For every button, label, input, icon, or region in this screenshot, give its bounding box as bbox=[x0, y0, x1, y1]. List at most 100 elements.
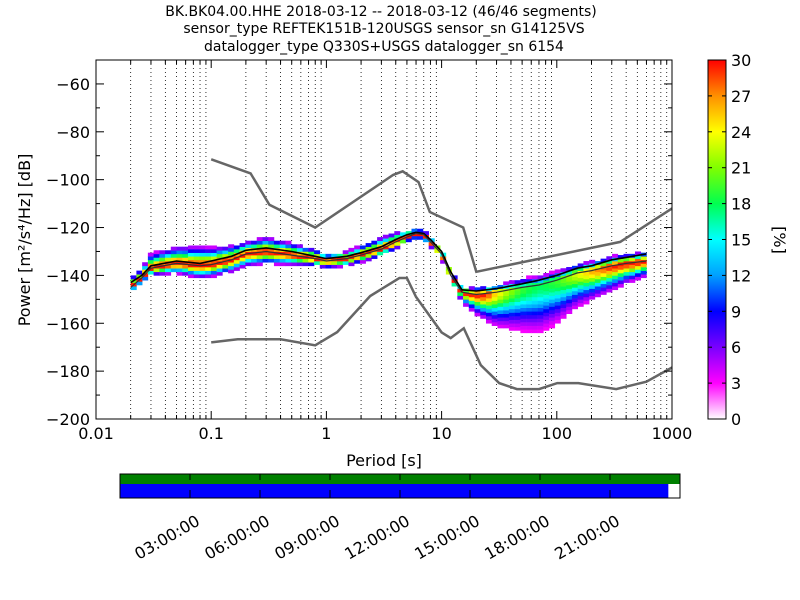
heatmap-cell bbox=[279, 258, 286, 263]
heatmap-cell bbox=[474, 294, 481, 299]
heatmap-cell bbox=[577, 281, 584, 286]
heatmap-cell bbox=[543, 280, 550, 285]
heatmap-cell bbox=[394, 238, 401, 243]
heatmap-cell bbox=[205, 267, 212, 271]
heatmap-cell bbox=[182, 253, 189, 258]
heatmap-cell bbox=[199, 256, 206, 261]
heatmap-cell bbox=[468, 293, 475, 298]
heatmap-cell bbox=[543, 305, 550, 310]
heatmap-cell bbox=[463, 299, 470, 304]
heatmap-cell bbox=[497, 324, 504, 329]
time-tick-label: 03:00:00 bbox=[131, 511, 203, 563]
heatmap-cell bbox=[400, 232, 407, 237]
heatmap-cell bbox=[308, 258, 315, 263]
heatmap-cell bbox=[245, 255, 252, 259]
heatmap-cell bbox=[560, 304, 567, 309]
heatmap-cell bbox=[583, 282, 590, 287]
heatmap-cell bbox=[566, 306, 573, 311]
colorbar-tick-label: 6 bbox=[731, 338, 741, 357]
heatmap-cell bbox=[600, 280, 607, 285]
heatmap-cell bbox=[612, 261, 619, 265]
heatmap-cell bbox=[463, 292, 470, 297]
heatmap-cell bbox=[566, 284, 573, 289]
heatmap-cell bbox=[165, 271, 172, 276]
heatmap-cell bbox=[256, 262, 263, 267]
heatmap-cell bbox=[136, 281, 143, 286]
heatmap-cell bbox=[606, 259, 613, 264]
heatmap-cell bbox=[285, 240, 292, 245]
heatmap-cell bbox=[583, 296, 590, 301]
heatmap-cell bbox=[571, 290, 578, 295]
heatmap-cell bbox=[600, 283, 607, 288]
heatmap-cell bbox=[537, 275, 544, 280]
heatmap-cell bbox=[491, 300, 498, 305]
heatmap-cell bbox=[474, 305, 481, 310]
heatmap-cell bbox=[176, 268, 183, 273]
heatmap-cell bbox=[571, 276, 578, 281]
heatmap-cell bbox=[526, 329, 533, 334]
heatmap-cell bbox=[485, 301, 493, 306]
heatmap-cell bbox=[560, 311, 567, 316]
heatmap-cell bbox=[554, 308, 561, 313]
heatmap-cell bbox=[600, 262, 607, 267]
heatmap-cell bbox=[216, 264, 223, 269]
heatmap-cell bbox=[474, 312, 481, 317]
x-axis-label: Period [s] bbox=[346, 451, 422, 470]
heatmap-cell bbox=[176, 271, 183, 276]
heatmap-cell bbox=[617, 265, 624, 270]
heatmap-cell bbox=[514, 290, 521, 295]
heatmap-cell bbox=[514, 280, 521, 285]
heatmap-cell bbox=[549, 324, 556, 329]
heatmap-cell bbox=[503, 313, 510, 318]
heatmap-cell bbox=[273, 262, 280, 267]
heatmap-cell bbox=[594, 261, 601, 265]
heatmap-cell bbox=[520, 296, 527, 301]
heatmap-cell bbox=[222, 268, 229, 273]
heatmap-cell bbox=[514, 326, 521, 331]
heatmap-cell bbox=[497, 299, 504, 304]
heatmap-cell bbox=[508, 326, 515, 331]
heatmap-cell bbox=[612, 253, 619, 258]
heatmap-cell bbox=[537, 311, 544, 316]
time-tick-label: 06:00:00 bbox=[201, 511, 273, 563]
heatmap-cell bbox=[485, 319, 493, 324]
heatmap-cell bbox=[594, 286, 601, 291]
heatmap-cell bbox=[549, 320, 556, 325]
heatmap-cell bbox=[606, 267, 613, 271]
heatmap-cell bbox=[600, 273, 607, 277]
heatmap-cell bbox=[302, 262, 309, 267]
heatmap-cell bbox=[308, 247, 315, 252]
heatmap-cell bbox=[623, 264, 630, 269]
heatmap-cell bbox=[571, 280, 578, 285]
heatmap-cell bbox=[577, 299, 584, 304]
heatmap-cell bbox=[491, 307, 498, 312]
heatmap-cell bbox=[554, 287, 561, 292]
heatmap-cell bbox=[508, 319, 515, 324]
heatmap-cell bbox=[606, 277, 613, 282]
heatmap-cell bbox=[526, 304, 533, 309]
heatmap-cell bbox=[503, 295, 510, 300]
heatmap-cell bbox=[497, 320, 504, 325]
heatmap-cell bbox=[377, 237, 384, 241]
heatmap-cell bbox=[165, 264, 172, 269]
heatmap-cell bbox=[308, 262, 315, 267]
colorbar-tick-label: 12 bbox=[731, 266, 751, 285]
heatmap-cell bbox=[503, 317, 510, 322]
heatmap-cell bbox=[583, 293, 590, 298]
heatmap-cell bbox=[354, 256, 361, 261]
heatmap-cell bbox=[205, 245, 212, 250]
heatmap-cell bbox=[612, 264, 619, 269]
y-tick-label: −60 bbox=[56, 75, 90, 94]
heatmap-cell bbox=[176, 264, 183, 269]
heatmap-cell bbox=[612, 286, 619, 291]
heatmap-cell bbox=[262, 251, 269, 256]
heatmap-cell bbox=[147, 270, 154, 275]
psd-coverage-band bbox=[120, 484, 669, 498]
heatmap-cell bbox=[291, 262, 298, 267]
heatmap-cell bbox=[566, 270, 573, 275]
heatmap-cell bbox=[520, 300, 527, 305]
heatmap-cell bbox=[531, 318, 538, 323]
heatmap-cell bbox=[457, 295, 464, 300]
heatmap-cell bbox=[199, 274, 206, 279]
plot-area: 0.01 0.1 1 10 100 1000 −200 −180 −160 −140 −120 −1… bbox=[46, 59, 692, 443]
